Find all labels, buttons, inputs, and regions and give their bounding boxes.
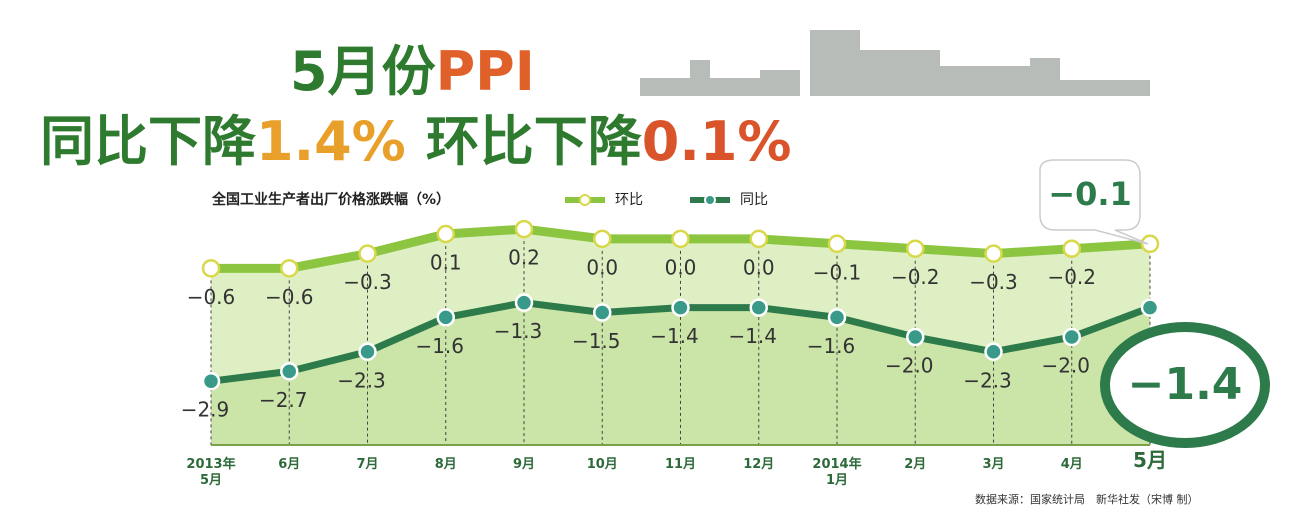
title-part: PPI [436, 40, 535, 103]
value-label: −1.4 [728, 324, 777, 348]
value-label: −2.9 [181, 398, 230, 422]
callout-value: −1.4 [1128, 359, 1243, 410]
chart: 5月份PPI 同比下降1.4% 环比下降0.1% 全国工业生产者出厂价格涨跌幅（%… [0, 0, 1297, 516]
x-tick-label: 6月 [249, 457, 329, 473]
data-point [829, 309, 845, 325]
x-tick-label: 11月 [641, 457, 721, 473]
data-point [203, 260, 219, 276]
title-part: 环比下降 [426, 110, 642, 173]
x-tick-label: 3月 [954, 457, 1034, 473]
value-label: −2.0 [1041, 354, 1090, 378]
title-part: 5月份 [290, 40, 436, 103]
data-point [986, 246, 1002, 262]
data-point [594, 305, 610, 321]
data-point [438, 309, 454, 325]
data-point [516, 295, 532, 311]
data-point [673, 231, 689, 247]
data-point [1064, 329, 1080, 345]
value-label: −2.3 [337, 368, 386, 392]
data-point [1142, 300, 1158, 316]
title-part: 同比下降 [40, 110, 256, 173]
legend-label: 同比 [740, 192, 768, 208]
data-point [438, 226, 454, 242]
data-point [516, 221, 532, 237]
value-label: −0.6 [265, 285, 314, 309]
data-point [1064, 241, 1080, 257]
value-label: −1.5 [572, 329, 621, 353]
value-label: −0.6 [187, 285, 236, 309]
data-point [829, 236, 845, 252]
value-label: −1.6 [415, 334, 464, 358]
value-label: 0.0 [586, 255, 618, 279]
title-line2: 同比下降1.4% 环比下降0.1% [40, 110, 792, 173]
subtitle: 全国工业生产者出厂价格涨跌幅（%） [211, 191, 450, 208]
data-point [907, 329, 923, 345]
x-tick-label: 9月 [484, 457, 564, 473]
x-tick-label: 2014年 1月 [797, 457, 877, 489]
value-label: −1.3 [494, 319, 543, 343]
value-label: −2.3 [963, 368, 1012, 392]
x-tick-label: 4月 [1032, 457, 1112, 473]
value-label: −1.4 [650, 324, 699, 348]
title-line1: 5月份PPI [290, 40, 535, 103]
value-label: −0.1 [813, 260, 862, 284]
value-label: 0.1 [430, 250, 462, 274]
x-tick-label: 10月 [562, 457, 642, 473]
value-label: −2.0 [885, 354, 934, 378]
data-point [203, 373, 219, 389]
infographic: 5月份PPI 同比下降1.4% 环比下降0.1% 全国工业生产者出厂价格涨跌幅（%… [0, 0, 1297, 516]
x-tick-label: 2月 [875, 457, 955, 473]
value-label: −0.3 [969, 270, 1018, 294]
data-point [907, 241, 923, 257]
value-label: −2.7 [259, 388, 308, 412]
x-tick-label: 12月 [719, 457, 799, 473]
x-tick-label: 7月 [328, 457, 408, 473]
data-point [751, 300, 767, 316]
data-point [281, 363, 297, 379]
x-tick-label: 8月 [406, 457, 486, 473]
legend-marker [580, 195, 590, 205]
value-label: −0.3 [343, 270, 392, 294]
data-point [281, 260, 297, 276]
source: 数据来源：国家统计局 新华社发（宋博 制） [975, 492, 1199, 506]
value-label: −0.2 [891, 265, 940, 289]
value-label: −0.2 [1047, 265, 1096, 289]
title-part: 0.1% [642, 110, 792, 173]
value-label: 0.0 [665, 255, 697, 279]
title-part: 1.4% [256, 110, 406, 173]
data-point [751, 231, 767, 247]
legend-marker [705, 195, 715, 205]
legend-label: 环比 [615, 192, 643, 208]
data-point [673, 300, 689, 316]
data-point [986, 344, 1002, 360]
data-point [594, 231, 610, 247]
callout-value: −0.1 [1048, 175, 1132, 213]
data-point [360, 344, 376, 360]
value-label: 0.2 [508, 246, 540, 270]
data-point [360, 246, 376, 262]
x-tick-label: 5月 [1110, 452, 1190, 468]
x-tick-label: 2013年 5月 [171, 457, 251, 489]
factory-silhouette [640, 30, 1150, 96]
value-label: −1.6 [807, 334, 856, 358]
value-label: 0.0 [743, 255, 775, 279]
